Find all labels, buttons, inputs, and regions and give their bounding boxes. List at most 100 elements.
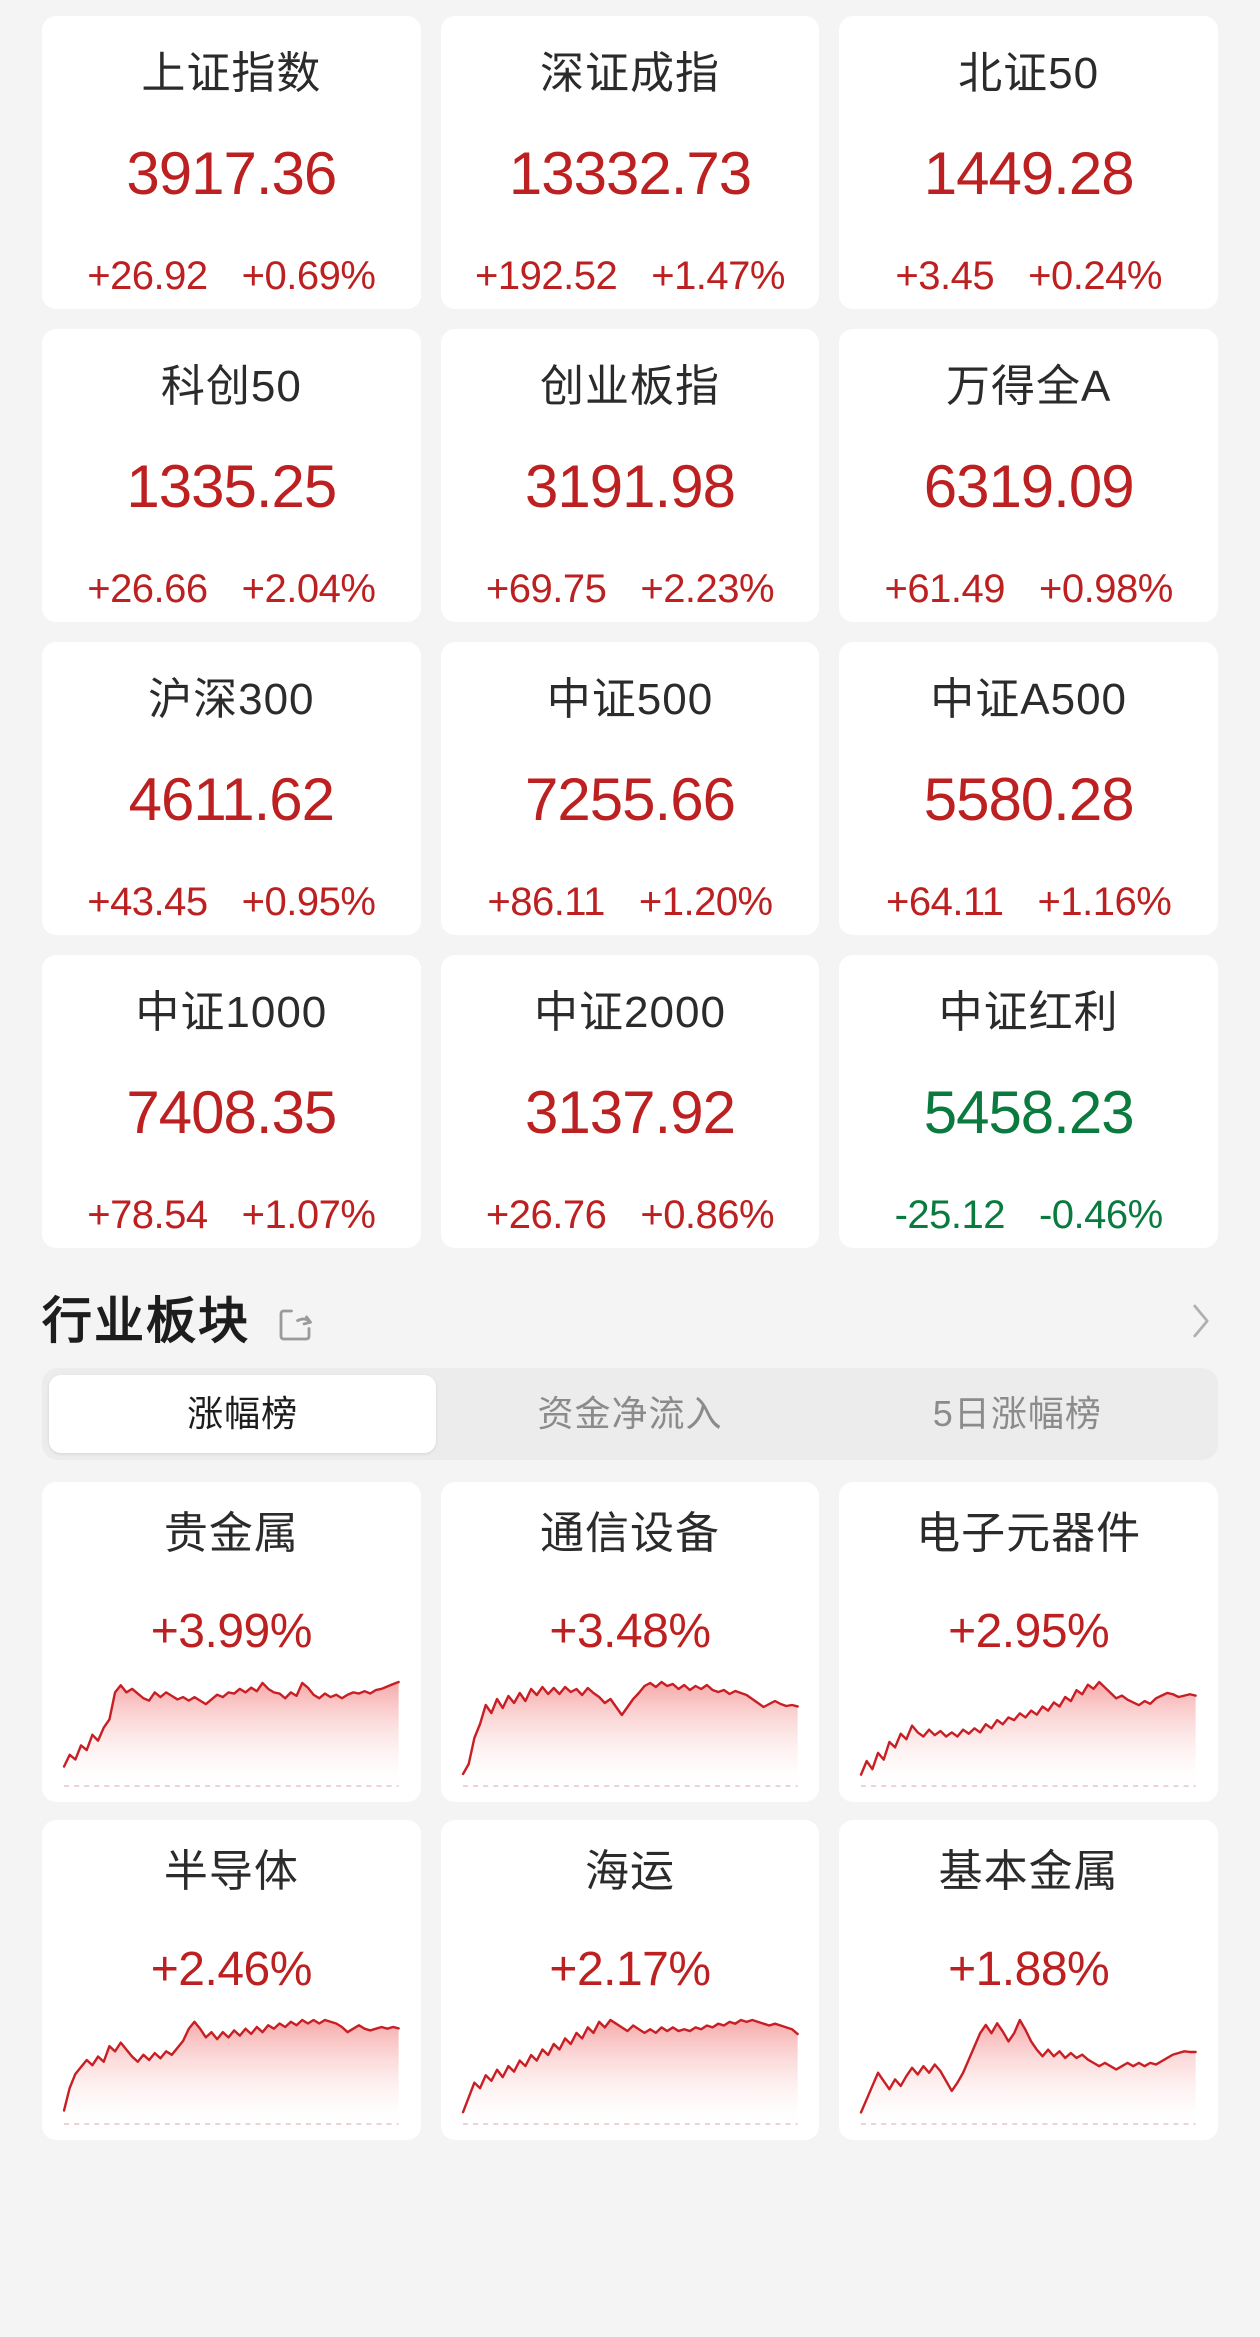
sector-tab[interactable]: 5日涨幅榜 <box>932 1393 1102 1434</box>
index-value: 3191.98 <box>525 453 736 520</box>
index-change-row: +26.76 +0.86% <box>441 1195 820 1235</box>
sector-sparkline-chart <box>839 1678 1218 1790</box>
sector-change-percent: +2.17% <box>549 1943 711 1996</box>
index-card[interactable]: 科创50 1335.25 +26.66 +2.04% <box>42 329 421 622</box>
index-change-row: +69.75 +2.23% <box>441 569 820 609</box>
index-change-percent: +2.23% <box>640 567 775 611</box>
index-change-percent: -0.46% <box>1038 1193 1163 1237</box>
sector-change-percent: +1.88% <box>948 1943 1110 1996</box>
index-change-absolute: +78.54 <box>87 1193 208 1237</box>
index-change-percent: +0.86% <box>640 1193 775 1237</box>
index-card[interactable]: 创业板指 3191.98 +69.75 +2.23% <box>440 329 820 622</box>
index-name: 万得全A <box>945 362 1112 411</box>
index-value: 13332.73 <box>508 140 752 207</box>
index-name: 中证500 <box>546 675 714 724</box>
index-change-percent: +0.69% <box>241 254 376 298</box>
index-name: 中证红利 <box>938 988 1119 1037</box>
index-name: 科创50 <box>160 362 302 411</box>
index-card[interactable]: 中证2000 3137.92 +26.76 +0.86% <box>440 955 820 1248</box>
index-name: 沪深300 <box>148 675 315 724</box>
chevron-right-icon[interactable] <box>1184 1297 1218 1345</box>
index-value: 6319.09 <box>923 453 1135 520</box>
index-change-row: -25.12 -0.46% <box>839 1195 1218 1235</box>
index-change-absolute: +43.45 <box>87 880 208 924</box>
sector-tabs: 涨幅榜 资金净流入 5日涨幅榜 <box>42 1368 1218 1460</box>
sector-name: 通信设备 <box>539 1509 720 1558</box>
index-name: 深证成指 <box>539 49 720 98</box>
sector-name: 基本金属 <box>938 1847 1119 1896</box>
index-change-percent: +1.16% <box>1037 880 1172 924</box>
index-change-row: +86.11 +1.20% <box>441 882 820 922</box>
sector-sparkline-chart <box>441 2016 820 2128</box>
sector-sparkline-chart <box>839 2016 1218 2128</box>
sector-card[interactable]: 海运 +2.17% <box>440 1820 820 2140</box>
index-change-absolute: +26.66 <box>87 567 208 611</box>
sector-sparkline-chart <box>441 1678 820 1790</box>
index-change-percent: +1.47% <box>651 254 785 298</box>
sector-change-percent: +3.99% <box>150 1605 313 1658</box>
index-name: 上证指数 <box>141 49 322 98</box>
index-change-absolute: -25.12 <box>894 1193 1006 1237</box>
sector-tabs-container: 涨幅榜 资金净流入 5日涨幅榜 <box>0 1368 1260 1460</box>
share-external-icon[interactable] <box>272 1302 318 1348</box>
index-change-row: +26.92 +0.69% <box>42 256 421 296</box>
index-value: 7255.66 <box>525 766 736 833</box>
index-change-row: +43.45 +0.95% <box>42 882 421 922</box>
index-card[interactable]: 沪深300 4611.62 +43.45 +0.95% <box>42 642 421 935</box>
index-value: 5458.23 <box>923 1079 1135 1146</box>
index-change-absolute: +86.11 <box>487 880 605 924</box>
sector-name: 海运 <box>584 1847 675 1896</box>
sector-section-header: 行业板块 <box>0 1248 1260 1368</box>
sector-name: 贵金属 <box>163 1509 299 1558</box>
sector-section-title: 行业板块 <box>42 1293 250 1349</box>
index-change-absolute: +192.52 <box>475 254 618 298</box>
index-change-absolute: +64.11 <box>886 880 1004 924</box>
index-value: 4611.62 <box>128 766 335 833</box>
sector-sparkline-chart <box>42 1678 421 1790</box>
index-name: 中证1000 <box>135 988 328 1037</box>
index-change-absolute: +69.75 <box>485 567 607 611</box>
sector-change-percent: +3.48% <box>549 1605 711 1658</box>
sector-tab[interactable]: 资金净流入 <box>537 1393 723 1434</box>
index-value: 3917.36 <box>126 140 337 207</box>
index-value: 1335.25 <box>126 453 337 520</box>
index-change-percent: +0.95% <box>241 880 376 924</box>
sector-card[interactable]: 基本金属 +1.88% <box>839 1820 1218 2140</box>
sector-name: 半导体 <box>163 1847 299 1896</box>
index-change-absolute: +3.45 <box>895 254 995 298</box>
index-change-row: +64.11 +1.16% <box>839 882 1218 922</box>
sector-tab[interactable]: 涨幅榜 <box>49 1375 437 1453</box>
index-change-percent: +2.04% <box>241 567 376 611</box>
index-card[interactable]: 中证500 7255.66 +86.11 +1.20% <box>440 642 820 935</box>
index-change-absolute: +26.92 <box>87 254 208 298</box>
index-card[interactable]: 中证A500 5580.28 +64.11 +1.16% <box>839 642 1218 935</box>
sector-card[interactable]: 通信设备 +3.48% <box>440 1482 820 1802</box>
index-change-percent: +0.98% <box>1039 567 1173 611</box>
index-change-percent: +1.07% <box>241 1193 376 1237</box>
index-value: 7408.35 <box>126 1079 337 1146</box>
index-card[interactable]: 上证指数 3917.36 +26.92 +0.69% <box>42 16 421 309</box>
index-value: 3137.92 <box>525 1079 736 1146</box>
index-card[interactable]: 中证红利 5458.23 -25.12 -0.46% <box>839 955 1218 1248</box>
sector-change-percent: +2.95% <box>948 1605 1110 1658</box>
index-card[interactable]: 深证成指 13332.73 +192.52 +1.47% <box>440 16 820 309</box>
index-card[interactable]: 万得全A 6319.09 +61.49 +0.98% <box>839 329 1218 622</box>
index-change-row: +61.49 +0.98% <box>839 569 1218 609</box>
index-change-row: +192.52 +1.47% <box>441 256 820 296</box>
index-change-absolute: +61.49 <box>884 567 1006 611</box>
sector-card[interactable]: 贵金属 +3.99% <box>42 1482 421 1802</box>
sector-card[interactable]: 电子元器件 +2.95% <box>839 1482 1218 1802</box>
index-card[interactable]: 中证1000 7408.35 +78.54 +1.07% <box>42 955 421 1248</box>
sector-card-grid: 贵金属 +3.99% 通信设备 +3.48% 电子元器件 +2.95% 半导体 +2.46% 海… <box>0 1460 1260 2160</box>
index-card-grid: 上证指数 3917.36 +26.92 +0.69% 深证成指 13332.73 +192.… <box>42 16 1218 1248</box>
index-change-row: +26.66 +2.04% <box>42 569 421 609</box>
index-name: 中证2000 <box>534 988 726 1037</box>
index-change-percent: +1.20% <box>638 880 773 924</box>
index-value: 1449.28 <box>923 140 1135 207</box>
index-card[interactable]: 北证50 1449.28 +3.45 +0.24% <box>839 16 1218 309</box>
index-change-absolute: +26.76 <box>485 1193 607 1237</box>
index-name: 创业板指 <box>539 362 720 411</box>
sector-card[interactable]: 半导体 +2.46% <box>42 1820 421 2140</box>
index-name: 中证A500 <box>930 675 1128 724</box>
